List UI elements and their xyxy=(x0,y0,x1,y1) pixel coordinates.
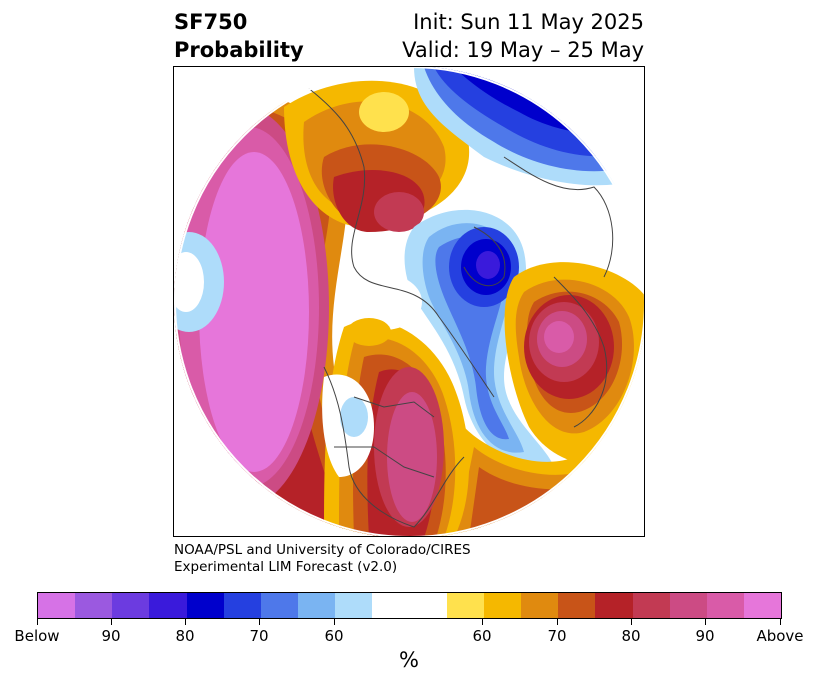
colorbar-tick xyxy=(259,619,260,625)
colorbar-segment xyxy=(706,593,744,618)
colorbar-tick xyxy=(557,619,558,625)
colorbar-segment xyxy=(558,593,596,618)
probability-map xyxy=(173,66,645,537)
colorbar-segment xyxy=(669,593,707,618)
colorbar-segment xyxy=(595,593,633,618)
colorbar-tick xyxy=(334,619,335,625)
colorbar-tick-label: 70 xyxy=(249,627,269,645)
colorbar-segment xyxy=(149,593,187,618)
colorbar-segment xyxy=(298,593,336,618)
colorbar-tick-label: Below xyxy=(14,627,60,645)
colorbar-tick xyxy=(780,619,781,625)
map-title: SF750 Probability xyxy=(174,8,304,64)
colorbar-segment xyxy=(335,593,373,618)
coastlines xyxy=(293,76,614,528)
colorbar-tick xyxy=(185,619,186,625)
colorbar-tick xyxy=(111,619,112,625)
colorbar-tick-label: 70 xyxy=(547,627,567,645)
colorbar-tick-label: 90 xyxy=(101,627,121,645)
colorbar-tick-label: 80 xyxy=(175,627,195,645)
credit-text: NOAA/PSL and University of Colorado/CIRE… xyxy=(174,542,471,576)
colorbar-tick-label: 90 xyxy=(695,627,715,645)
polar-map-svg xyxy=(174,67,644,536)
colorbar-segment xyxy=(409,593,447,618)
colorbar-segment xyxy=(446,593,484,618)
title-line-1: SF750 xyxy=(174,10,248,34)
colorbar-segment xyxy=(75,593,113,618)
colorbar-segment xyxy=(112,593,150,618)
colorbar-tick-label: 60 xyxy=(472,627,492,645)
forecast-dates: Init: Sun 11 May 2025 Valid: 19 May – 25… xyxy=(402,8,644,64)
colorbar-segment xyxy=(223,593,261,618)
title-line-2: Probability xyxy=(174,38,304,62)
colorbar-segment xyxy=(632,593,670,618)
colorbar-segment xyxy=(743,593,782,618)
colorbar xyxy=(37,592,782,619)
colorbar-segment xyxy=(38,593,76,618)
colorbar-tick xyxy=(705,619,706,625)
colorbar-tick xyxy=(37,619,38,625)
valid-range: Valid: 19 May – 25 May xyxy=(402,38,644,62)
credit-line-1: NOAA/PSL and University of Colorado/CIRE… xyxy=(174,542,471,558)
credit-line-2: Experimental LIM Forecast (v2.0) xyxy=(174,559,398,575)
colorbar-tick-label: 80 xyxy=(621,627,641,645)
colorbar-tick-label: 60 xyxy=(324,627,344,645)
init-date: Init: Sun 11 May 2025 xyxy=(413,10,644,34)
colorbar-tick xyxy=(631,619,632,625)
colorbar-segment xyxy=(260,593,299,618)
colorbar-segment xyxy=(186,593,224,618)
colorbar-tick xyxy=(482,619,483,625)
probability-field xyxy=(174,67,644,536)
colorbar-segment xyxy=(483,593,522,618)
colorbar-segment xyxy=(521,593,559,618)
colorbar-tick-label: Above xyxy=(756,627,804,645)
colorbar-unit: % xyxy=(399,648,419,672)
colorbar-segment xyxy=(372,593,410,618)
